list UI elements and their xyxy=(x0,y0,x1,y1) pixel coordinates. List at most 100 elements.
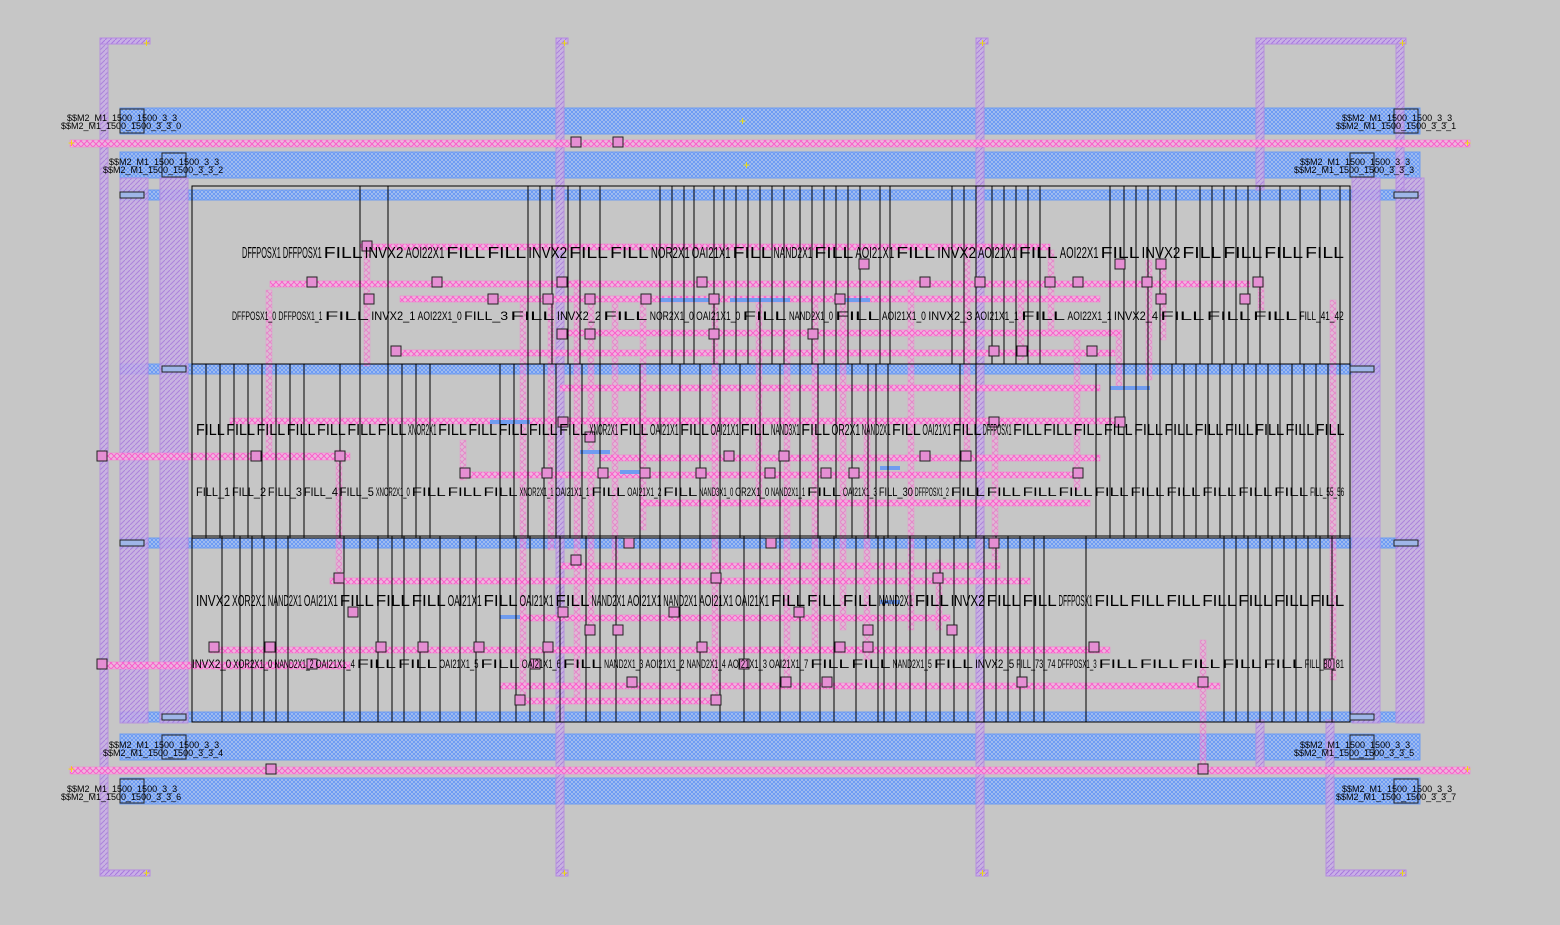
via-stack[interactable] xyxy=(161,734,187,760)
via-cut[interactable] xyxy=(695,467,707,479)
via-cut[interactable] xyxy=(988,345,1000,357)
via-cut[interactable] xyxy=(529,658,541,670)
metal3-ring-segment[interactable] xyxy=(1255,37,1407,45)
metal2-jog[interactable] xyxy=(1073,329,1081,491)
metal2-wire[interactable] xyxy=(99,452,351,461)
metal1-local-wire[interactable] xyxy=(500,615,520,619)
via-cut[interactable] xyxy=(708,293,720,305)
rail-via[interactable] xyxy=(119,191,145,199)
via-cut[interactable] xyxy=(974,276,986,288)
metal1-rail[interactable] xyxy=(119,189,1421,201)
metal2-wire[interactable] xyxy=(394,349,1116,357)
via-cut[interactable] xyxy=(807,328,819,340)
metal3-strap[interactable] xyxy=(1255,39,1265,191)
via-cut[interactable] xyxy=(862,624,874,636)
via-cut[interactable] xyxy=(96,658,108,670)
metal2-wire[interactable] xyxy=(499,682,1221,690)
metal3-ring-segment[interactable] xyxy=(555,869,569,877)
via-cut[interactable] xyxy=(834,293,846,305)
via-cut[interactable] xyxy=(778,450,790,462)
via-cut[interactable] xyxy=(347,606,359,618)
metal2-jog[interactable] xyxy=(265,289,273,461)
via-cut[interactable] xyxy=(858,258,870,270)
metal1-rail[interactable] xyxy=(119,711,1421,723)
rail-via[interactable] xyxy=(1393,191,1419,199)
metal2-jog[interactable] xyxy=(783,329,791,681)
via-cut[interactable] xyxy=(542,293,554,305)
via-cut[interactable] xyxy=(264,641,276,653)
metal2-wire[interactable] xyxy=(69,766,1471,775)
via-cut[interactable] xyxy=(306,658,318,670)
metal2-jog[interactable] xyxy=(1017,279,1025,361)
via-cut[interactable] xyxy=(597,467,609,479)
via-cut[interactable] xyxy=(639,467,651,479)
rail-via[interactable] xyxy=(1349,365,1375,373)
metal2-jog[interactable] xyxy=(335,449,343,581)
via-cut[interactable] xyxy=(333,572,345,584)
metal2-jog[interactable] xyxy=(519,299,527,701)
via-cut[interactable] xyxy=(334,450,346,462)
via-cut[interactable] xyxy=(708,328,720,340)
metal1-local-wire[interactable] xyxy=(880,600,900,604)
via-cut[interactable] xyxy=(96,450,108,462)
via-cut[interactable] xyxy=(1016,676,1028,688)
via-cut[interactable] xyxy=(960,450,972,462)
via-cut[interactable] xyxy=(557,606,569,618)
via-cut[interactable] xyxy=(848,467,860,479)
metal3-strap[interactable] xyxy=(1395,177,1425,724)
via-cut[interactable] xyxy=(265,763,277,775)
via-cut[interactable] xyxy=(487,293,499,305)
via-cut[interactable] xyxy=(1155,293,1167,305)
metal2-jog[interactable] xyxy=(935,559,943,631)
via-cut[interactable] xyxy=(668,606,680,618)
metal2-jog[interactable] xyxy=(711,299,719,701)
via-cut[interactable] xyxy=(363,293,375,305)
metal2-wire[interactable] xyxy=(559,384,1101,392)
rail-via[interactable] xyxy=(161,713,187,721)
via-cut[interactable] xyxy=(557,416,569,428)
metal2-jog[interactable] xyxy=(363,245,371,367)
via-cut[interactable] xyxy=(208,641,220,653)
via-cut[interactable] xyxy=(765,537,777,549)
via-cut[interactable] xyxy=(793,606,805,618)
metal1-rail[interactable] xyxy=(119,777,1421,805)
metal3-ring-segment[interactable] xyxy=(975,37,989,45)
via-cut[interactable] xyxy=(431,276,443,288)
metal2-wire[interactable] xyxy=(69,139,1471,148)
via-cut[interactable] xyxy=(696,276,708,288)
rail-via[interactable] xyxy=(1393,539,1419,547)
via-cut[interactable] xyxy=(584,328,596,340)
metal2-jog[interactable] xyxy=(1145,259,1153,381)
metal3-ring-segment[interactable] xyxy=(555,37,569,45)
metal2-jog[interactable] xyxy=(839,299,847,631)
metal3-strap[interactable] xyxy=(159,177,189,724)
via-stack[interactable] xyxy=(119,778,145,804)
via-cut[interactable] xyxy=(988,537,1000,549)
via-cut[interactable] xyxy=(473,641,485,653)
metal2-jog[interactable] xyxy=(1115,329,1123,391)
via-cut[interactable] xyxy=(1086,345,1098,357)
via-cut[interactable] xyxy=(250,450,262,462)
via-cut[interactable] xyxy=(738,658,750,670)
via-cut[interactable] xyxy=(988,416,1000,428)
via-cut[interactable] xyxy=(1239,293,1251,305)
via-cut[interactable] xyxy=(780,676,792,688)
metal3-ring-segment[interactable] xyxy=(99,869,151,877)
via-cut[interactable] xyxy=(764,467,776,479)
via-cut[interactable] xyxy=(417,641,429,653)
via-cut[interactable] xyxy=(640,293,652,305)
via-cut[interactable] xyxy=(696,641,708,653)
rail-via[interactable] xyxy=(1349,713,1375,721)
via-cut[interactable] xyxy=(821,676,833,688)
via-cut[interactable] xyxy=(919,276,931,288)
via-cut[interactable] xyxy=(584,431,596,443)
metal3-strap[interactable] xyxy=(119,177,149,724)
via-cut[interactable] xyxy=(1072,467,1084,479)
via-cut[interactable] xyxy=(570,136,582,148)
metal3-ring-segment[interactable] xyxy=(975,869,989,877)
via-cut[interactable] xyxy=(710,572,722,584)
rail-via[interactable] xyxy=(161,365,187,373)
via-cut[interactable] xyxy=(1252,276,1264,288)
via-stack[interactable] xyxy=(1393,108,1419,134)
